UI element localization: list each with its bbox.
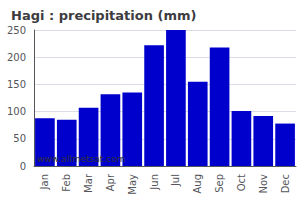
- svg-text:Jan: Jan: [39, 174, 50, 190]
- svg-text:Jun: Jun: [149, 174, 160, 191]
- svg-text:250: 250: [7, 25, 26, 36]
- svg-text:Dec: Dec: [280, 174, 291, 193]
- svg-text:Mar: Mar: [83, 173, 94, 193]
- svg-text:Sep: Sep: [214, 174, 225, 193]
- svg-text:Nov: Nov: [258, 174, 269, 194]
- svg-text:Oct: Oct: [236, 174, 247, 191]
- svg-text:May: May: [127, 174, 138, 195]
- svg-text:Aug: Aug: [192, 174, 203, 194]
- svg-text:100: 100: [7, 106, 26, 117]
- svg-text:Jul: Jul: [170, 174, 181, 187]
- svg-text:www.allmetsat.com: www.allmetsat.com: [37, 154, 125, 164]
- svg-text:Apr: Apr: [105, 173, 116, 191]
- svg-text:150: 150: [7, 79, 26, 90]
- svg-text:200: 200: [7, 52, 26, 63]
- svg-text:0: 0: [20, 161, 26, 172]
- svg-text:Feb: Feb: [61, 174, 72, 192]
- svg-text:50: 50: [13, 133, 26, 144]
- svg-text:Hagi : precipitation (mm): Hagi : precipitation (mm): [11, 8, 196, 23]
